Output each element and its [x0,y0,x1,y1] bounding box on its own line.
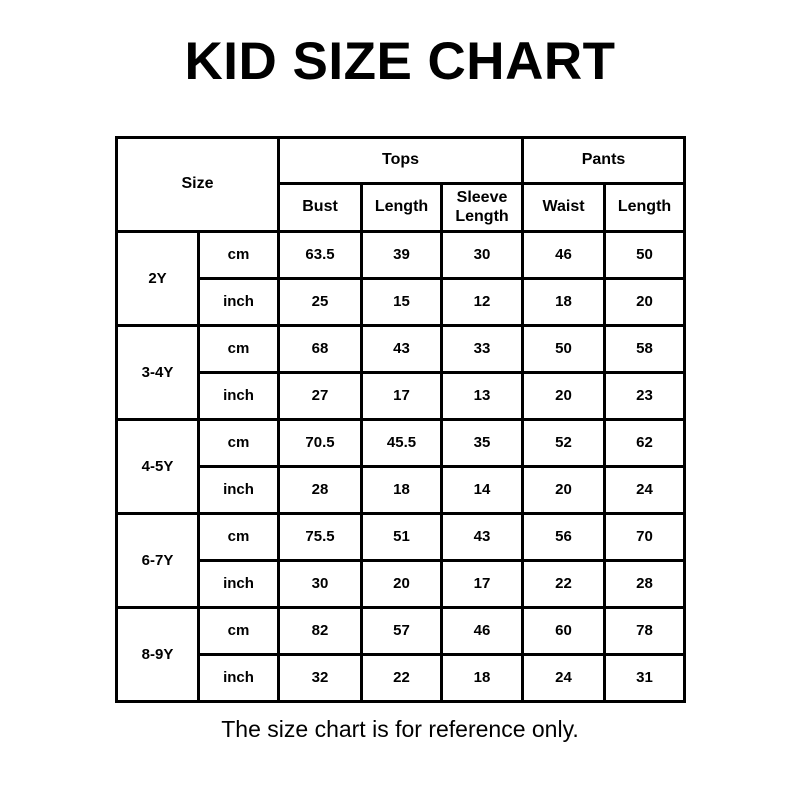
value-cell-tops-length: 17 [360,371,444,421]
value-cell-sleeve-length: 30 [440,230,525,280]
value-cell-waist: 60 [521,606,607,656]
value-cell-pants-length: 58 [603,324,687,374]
column-header-tops-length: Length [360,182,444,233]
table-row: 4-5Y cm 70.5 45.5 35 52 62 [115,418,687,515]
value-cell-tops-length: 45.5 [360,418,444,468]
value-cell-tops-length: 20 [360,559,444,609]
table-row: 8-9Y cm 82 57 46 60 78 [115,606,687,703]
value-cell-pants-length: 23 [603,371,687,421]
value-cell-tops-length: 51 [360,512,444,562]
value-cell-sleeve-length: 43 [440,512,525,562]
value-cell-pants-length: 20 [603,277,687,327]
column-group-tops: Tops [277,136,525,185]
unit-cell-cm: cm [196,230,281,280]
value-cell-waist: 52 [521,418,607,468]
table-row: 6-7Y cm 75.5 51 43 56 70 [115,512,687,609]
column-group-pants: Pants [521,136,687,185]
value-cell-bust: 28 [277,465,364,515]
value-cell-sleeve-length: 12 [440,277,525,327]
value-cell-pants-length: 50 [603,230,687,280]
value-cell-pants-length: 31 [603,653,687,703]
size-chart-table: Size Tops Pants Bust Length Sleeve Lengt… [114,136,687,703]
unit-cell-inch: inch [196,559,281,609]
value-cell-pants-length: 70 [603,512,687,562]
value-cell-sleeve-length: 13 [440,371,525,421]
column-header-waist: Waist [521,182,607,233]
header-row-groups: Size Tops Pants [114,136,687,233]
value-cell-sleeve-length: 14 [440,465,525,515]
reference-note: The size chart is for reference only. [221,716,579,742]
page-title: KID SIZE CHART [184,32,616,91]
value-cell-bust: 63.5 [277,230,364,280]
table-row: inch 30 20 17 22 28 [117,559,687,609]
value-cell-pants-length: 24 [603,465,687,515]
value-cell-sleeve-length: 33 [440,324,525,374]
unit-cell-inch: inch [196,277,281,327]
column-header-size: Size [114,136,281,233]
size-table-container: Size Tops Pants Bust Length Sleeve Lengt… [114,136,687,703]
value-cell-bust: 25 [277,277,364,327]
table-row: inch 27 17 13 20 23 [117,371,687,421]
value-cell-waist: 24 [521,653,607,703]
header-row-measurements: Bust Length Sleeve Length Waist Length [117,182,687,233]
value-cell-bust: 32 [277,653,364,703]
value-cell-bust: 27 [277,371,364,421]
value-cell-waist: 50 [521,324,607,374]
value-cell-pants-length: 28 [603,559,687,609]
unit-cell-cm: cm [196,418,281,468]
unit-cell-inch: inch [196,465,281,515]
value-cell-sleeve-length: 18 [440,653,525,703]
value-cell-waist: 22 [521,559,607,609]
table-row: inch 32 22 18 24 31 [117,653,687,703]
value-cell-bust: 30 [277,559,364,609]
value-cell-waist: 20 [521,465,607,515]
value-cell-waist: 46 [521,230,607,280]
unit-cell-inch: inch [196,653,281,703]
value-cell-tops-length: 18 [360,465,444,515]
value-cell-bust: 70.5 [277,418,364,468]
value-cell-bust: 82 [277,606,364,656]
value-cell-tops-length: 57 [360,606,444,656]
table-row: inch 25 15 12 18 20 [117,277,687,327]
unit-cell-inch: inch [196,371,281,421]
size-label-cell: 4-5Y [115,418,200,515]
table-row: inch 28 18 14 20 24 [117,465,687,515]
table-row: 2Y cm 63.5 39 30 46 50 [115,230,687,327]
value-cell-pants-length: 78 [603,606,687,656]
size-label-cell: 3-4Y [115,324,200,421]
value-cell-tops-length: 39 [360,230,444,280]
unit-cell-cm: cm [196,324,281,374]
value-cell-tops-length: 22 [360,653,444,703]
value-cell-tops-length: 15 [360,277,444,327]
value-cell-bust: 75.5 [277,512,364,562]
unit-cell-cm: cm [196,606,281,656]
table-row: 3-4Y cm 68 43 33 50 58 [115,324,687,421]
table-body: 2Y cm 63.5 39 30 46 50 inch 25 15 12 18 … [115,230,687,703]
column-header-sleeve-length: Sleeve Length [440,182,525,233]
value-cell-tops-length: 43 [360,324,444,374]
size-label-cell: 2Y [115,230,200,327]
unit-cell-cm: cm [196,512,281,562]
size-label-cell: 8-9Y [115,606,200,703]
value-cell-sleeve-length: 17 [440,559,525,609]
value-cell-sleeve-length: 35 [440,418,525,468]
column-header-pants-length: Length [603,182,687,233]
value-cell-waist: 20 [521,371,607,421]
value-cell-bust: 68 [277,324,364,374]
value-cell-waist: 56 [521,512,607,562]
table-header: Size Tops Pants Bust Length Sleeve Lengt… [114,136,687,233]
size-label-cell: 6-7Y [115,512,200,609]
value-cell-waist: 18 [521,277,607,327]
value-cell-sleeve-length: 46 [440,606,525,656]
column-header-bust: Bust [277,182,364,233]
value-cell-pants-length: 62 [603,418,687,468]
